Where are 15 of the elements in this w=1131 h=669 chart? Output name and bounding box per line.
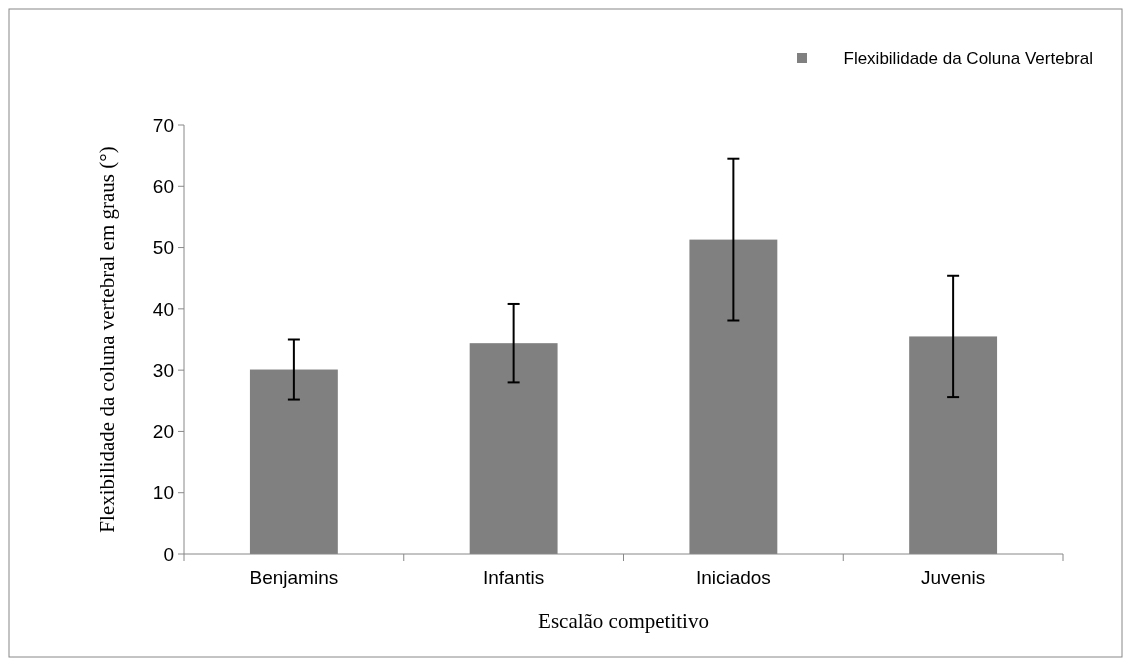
x-tick-label: Benjamins <box>249 567 339 588</box>
y-tick-label: 10 <box>152 482 174 504</box>
y-axis-title: Flexibilidade da coluna vertebral em graus (°) <box>95 146 119 533</box>
x-tick-label: Juvenis <box>920 567 986 588</box>
x-tick-label: Infantis <box>482 567 545 588</box>
y-tick-label: 0 <box>163 543 174 565</box>
x-axis-title: Escalão competitivo <box>538 609 709 633</box>
x-tick-label: Iniciados <box>695 567 771 588</box>
y-tick-label: 30 <box>152 359 174 381</box>
y-tick-label: 70 <box>152 114 174 136</box>
y-tick-label: 50 <box>152 237 174 259</box>
y-tick-label: 60 <box>152 175 174 197</box>
legend-label: Flexibilidade da Coluna Vertebral <box>843 48 1093 68</box>
y-tick-label: 20 <box>152 421 174 443</box>
y-tick-label: 40 <box>152 298 174 320</box>
